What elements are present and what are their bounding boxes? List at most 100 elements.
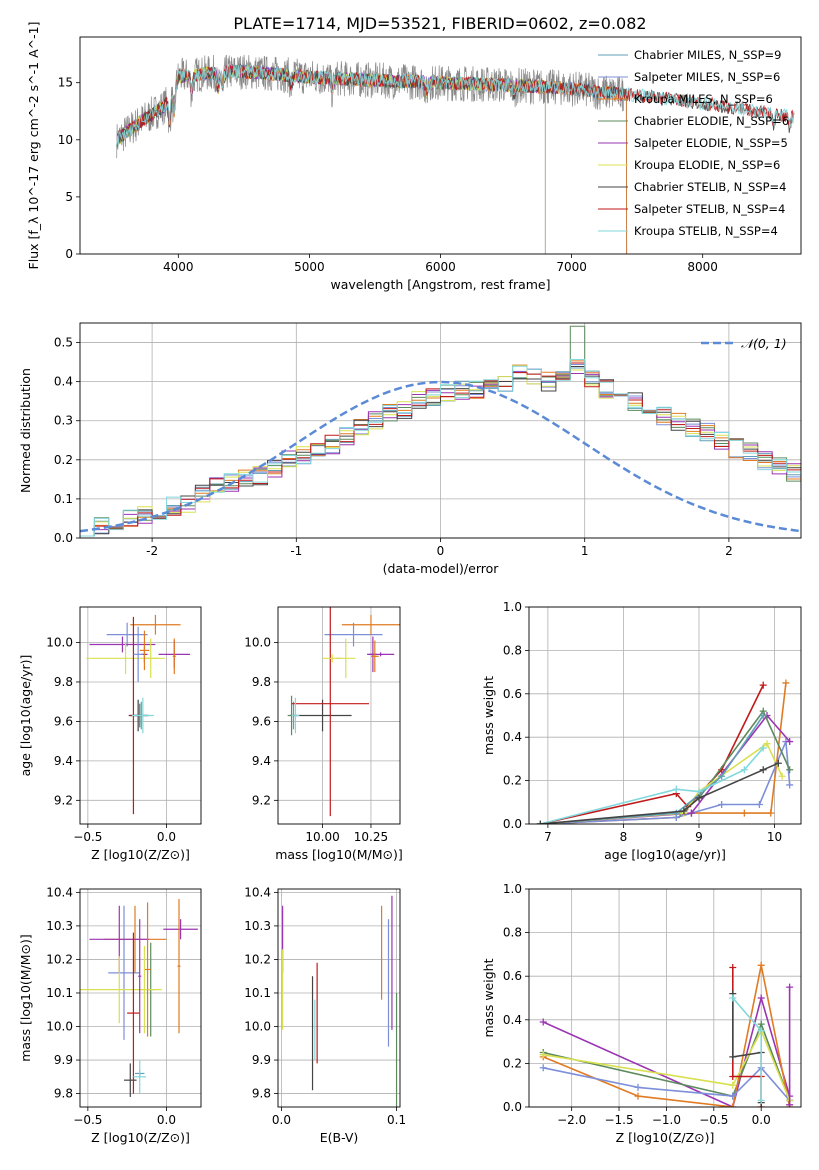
x-axis-label: Z [log10(Z/Z⊙)]: [91, 1130, 190, 1145]
errorbar-point: [141, 946, 148, 1034]
histogram-kroupa_stelib: [80, 359, 801, 537]
errorbar-point: [172, 638, 176, 675]
y-tick-label: 10.1: [46, 986, 73, 1000]
y-tick-label: 0.0: [503, 1100, 522, 1114]
axes-frame: [79, 606, 202, 825]
x-tick-label: 2: [725, 544, 733, 558]
y-tick-label: 0.1: [54, 492, 73, 506]
x-tick-label: −0.5: [699, 1113, 728, 1127]
x-tick-label: -1: [290, 544, 302, 558]
y-tick-label: 9.8: [252, 1087, 271, 1101]
x-tick-label: −0.5: [73, 1113, 102, 1127]
x-tick-label: -2: [146, 544, 158, 558]
series-marker: [672, 785, 680, 793]
series-marker: [786, 1101, 794, 1107]
legend-entry: Kroupa MILES, N_SSP=6: [634, 92, 773, 106]
panel-residuals: -2 -1 0 1 2 0.0 0.1 0.2 0.3 0.4 0.5 (data-model)/er…: [18, 322, 802, 576]
errorbar-point: [80, 956, 162, 1024]
plot-area-mass_vs_ebv: [282, 895, 398, 1107]
x-axis-label: (data-model)/error: [383, 561, 500, 576]
x-axis-label: Z [log10(Z/Z⊙)]: [91, 847, 190, 862]
histogram-kroupa_miles: [80, 360, 801, 537]
series-marker: [757, 1027, 765, 1035]
series-marker: [695, 794, 703, 802]
errorbar-point: [322, 654, 342, 663]
y-tick-label: 0.5: [54, 336, 73, 350]
y-tick-label: 10.3: [46, 919, 73, 933]
series-marker: [729, 1103, 737, 1107]
y-tick-label: 10.0: [244, 636, 271, 650]
y-tick-label: 9.9: [252, 1053, 271, 1067]
y-tick-label: 0.8: [503, 926, 522, 940]
series-marker: [786, 766, 794, 774]
series-marker: [729, 1081, 737, 1089]
y-axis-label: mass weight: [481, 676, 496, 755]
legend-entry: 𝒩(0, 1): [741, 336, 787, 351]
plot-area-age_vs_Z: [86, 614, 190, 815]
series-line-kroupa_elodie: [540, 742, 783, 824]
x-tick-label: 0.0: [272, 1113, 291, 1127]
legend-entry: Kroupa ELODIE, N_SSP=6: [634, 158, 780, 172]
x-tick-label: 8000: [687, 260, 718, 274]
x-tick-label: 0.0: [157, 830, 176, 844]
x-tick-label: 4000: [163, 260, 194, 274]
series-marker: [729, 1053, 737, 1061]
y-tick-label: 0.4: [503, 730, 522, 744]
series-marker: [757, 1020, 765, 1028]
series-line-salpeter_stelib: [540, 684, 764, 824]
errorbar-point: [127, 932, 140, 1094]
errorbar-point: [130, 614, 181, 635]
x-tick-label: −0.5: [73, 830, 102, 844]
x-tick-label: 10: [767, 830, 782, 844]
legend-entry: Salpeter STELIB, N_SSP=4: [634, 202, 785, 216]
series-marker: [687, 809, 695, 817]
histogram-salpeter_miles: [80, 364, 801, 537]
series-marker: [718, 800, 726, 808]
series-marker: [778, 772, 786, 780]
series-marker: [740, 766, 748, 774]
spectrum-data: [116, 54, 625, 159]
y-tick-label: 0.2: [54, 453, 73, 467]
y-tick-label: 9.8: [54, 1087, 73, 1101]
series-marker: [786, 738, 794, 746]
errorbar-point: [367, 652, 395, 657]
y-axis-label: mass [log10(M/M⊙)]: [18, 934, 33, 1062]
plot-area-residuals: [80, 325, 801, 537]
series-line-salpeter_elodie: [542, 994, 791, 1107]
y-tick-label: 0.4: [503, 1013, 522, 1027]
y-tick-label: 9.4: [54, 754, 73, 768]
y-tick-label: 0.4: [54, 375, 73, 389]
errorbar-point: [163, 919, 198, 940]
x-tick-label: 0.0: [157, 1113, 176, 1127]
y-tick-label: 9.6: [252, 714, 271, 728]
x-tick-label: 8: [620, 830, 628, 844]
panel-age_vs_Z: −0.5 0.0 9.2 9.4 9.6 9.8 10.0 Z [log10(Z/Z⊙)] ag…: [18, 606, 202, 862]
axes-frame: [79, 36, 802, 255]
normal-curve: [80, 380, 801, 533]
errorbar-point: [133, 1060, 146, 1094]
x-axis-label: wavelength [Angstrom, rest frame]: [330, 277, 550, 292]
series-marker: [767, 809, 775, 817]
panel-massweight_vs_age: 7 8 9 10 0.0 0.2 0.4 0.6 0.8 1.0 age [log10(age/yr…: [481, 600, 802, 862]
legend-entry: Chabrier STELIB, N_SSP=4: [634, 180, 786, 194]
errorbar-point: [133, 626, 143, 682]
y-axis-label: Normed distribution: [18, 368, 33, 493]
series-marker: [539, 1051, 547, 1059]
plot-area-massweight_vs_Z: [539, 961, 794, 1107]
series-marker: [759, 681, 767, 689]
panel-massweight_vs_Z: −2.0 −1.5 −1.0 −0.5 0.0 0.0 0.2 0.4 0.6 0.8 1.0 Z […: [481, 882, 802, 1145]
y-tick-label: 10.4: [46, 885, 73, 899]
y-tick-label: 10.0: [46, 1020, 73, 1034]
histogram-chabrier_stelib: [80, 366, 801, 537]
axes-frame: [79, 322, 802, 539]
y-tick-label: 0.2: [503, 774, 522, 788]
series-marker: [536, 820, 544, 824]
x-tick-label: −1.0: [652, 1113, 681, 1127]
series-marker: [672, 809, 680, 817]
x-tick-label: 0.0: [752, 1113, 771, 1127]
legend-entry: Salpeter MILES, N_SSP=6: [634, 70, 780, 84]
histogram-salpeter_elodie: [80, 368, 801, 537]
y-axis-label: age [log10(age/yr)]: [18, 655, 33, 777]
y-tick-label: 10.4: [244, 885, 271, 899]
series-marker: [786, 983, 794, 991]
